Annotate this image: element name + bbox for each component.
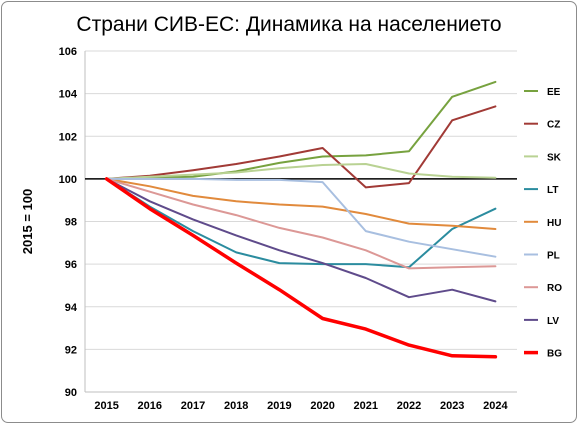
series-line-lt	[105, 177, 497, 269]
y-tick-label: 94	[65, 302, 78, 314]
y-axis-label: 2015 = 100	[20, 189, 35, 254]
legend-label-pl: PL	[547, 251, 560, 262]
x-tick-label: 2022	[397, 400, 421, 412]
legend-label-ee: EE	[547, 87, 561, 98]
y-tick-label: 106	[59, 46, 77, 58]
legend-label-ro: RO	[547, 283, 562, 294]
chart-title: Страни СИВ-ЕС: Динамика на населението	[76, 13, 501, 36]
series-line-ro	[105, 177, 497, 270]
x-tick-label: 2024	[483, 400, 508, 412]
series-lines	[104, 80, 498, 359]
legend-label-lt: LT	[547, 185, 558, 196]
series-line-ee	[105, 80, 497, 180]
series-line-pl	[105, 177, 497, 258]
legend: EE CZ SK LT HU PL RO LV BG	[524, 87, 562, 360]
y-tick-label: 100	[59, 174, 77, 186]
x-tick-label: 2023	[440, 400, 464, 412]
x-tick-label: 2015	[94, 400, 118, 412]
y-tick-label: 104	[59, 89, 78, 101]
x-tick-labels: 2015 2016 2017 2018 2019 2020 2021 2022 2023 2024	[94, 400, 508, 412]
grid	[85, 50, 517, 350]
series-line-bg	[104, 177, 498, 359]
legend-label-sk: SK	[547, 152, 562, 163]
legend-label-lv: LV	[547, 316, 559, 327]
x-tick-label: 2017	[181, 400, 205, 412]
y-tick-label: 102	[59, 131, 77, 143]
x-tick-label: 2021	[354, 400, 378, 412]
series-line-cz	[105, 105, 497, 189]
series-line-hu	[105, 177, 497, 230]
x-tick-label: 2018	[224, 400, 248, 412]
y-tick-label: 96	[65, 259, 77, 271]
x-tick-label: 2016	[138, 400, 162, 412]
y-tick-label: 98	[65, 217, 77, 229]
y-tick-label: 92	[65, 344, 77, 356]
legend-label-bg: BG	[547, 349, 562, 360]
series-line-lv	[105, 177, 497, 303]
legend-label-hu: HU	[547, 218, 561, 229]
series-line-sk	[105, 163, 497, 180]
y-tick-labels: 90 92 94 96 98 100 102 104 106	[59, 46, 78, 399]
x-tick-label: 2019	[267, 400, 291, 412]
legend-label-cz: CZ	[547, 120, 560, 131]
x-tick-label: 2020	[310, 400, 334, 412]
y-tick-label: 90	[65, 387, 77, 399]
